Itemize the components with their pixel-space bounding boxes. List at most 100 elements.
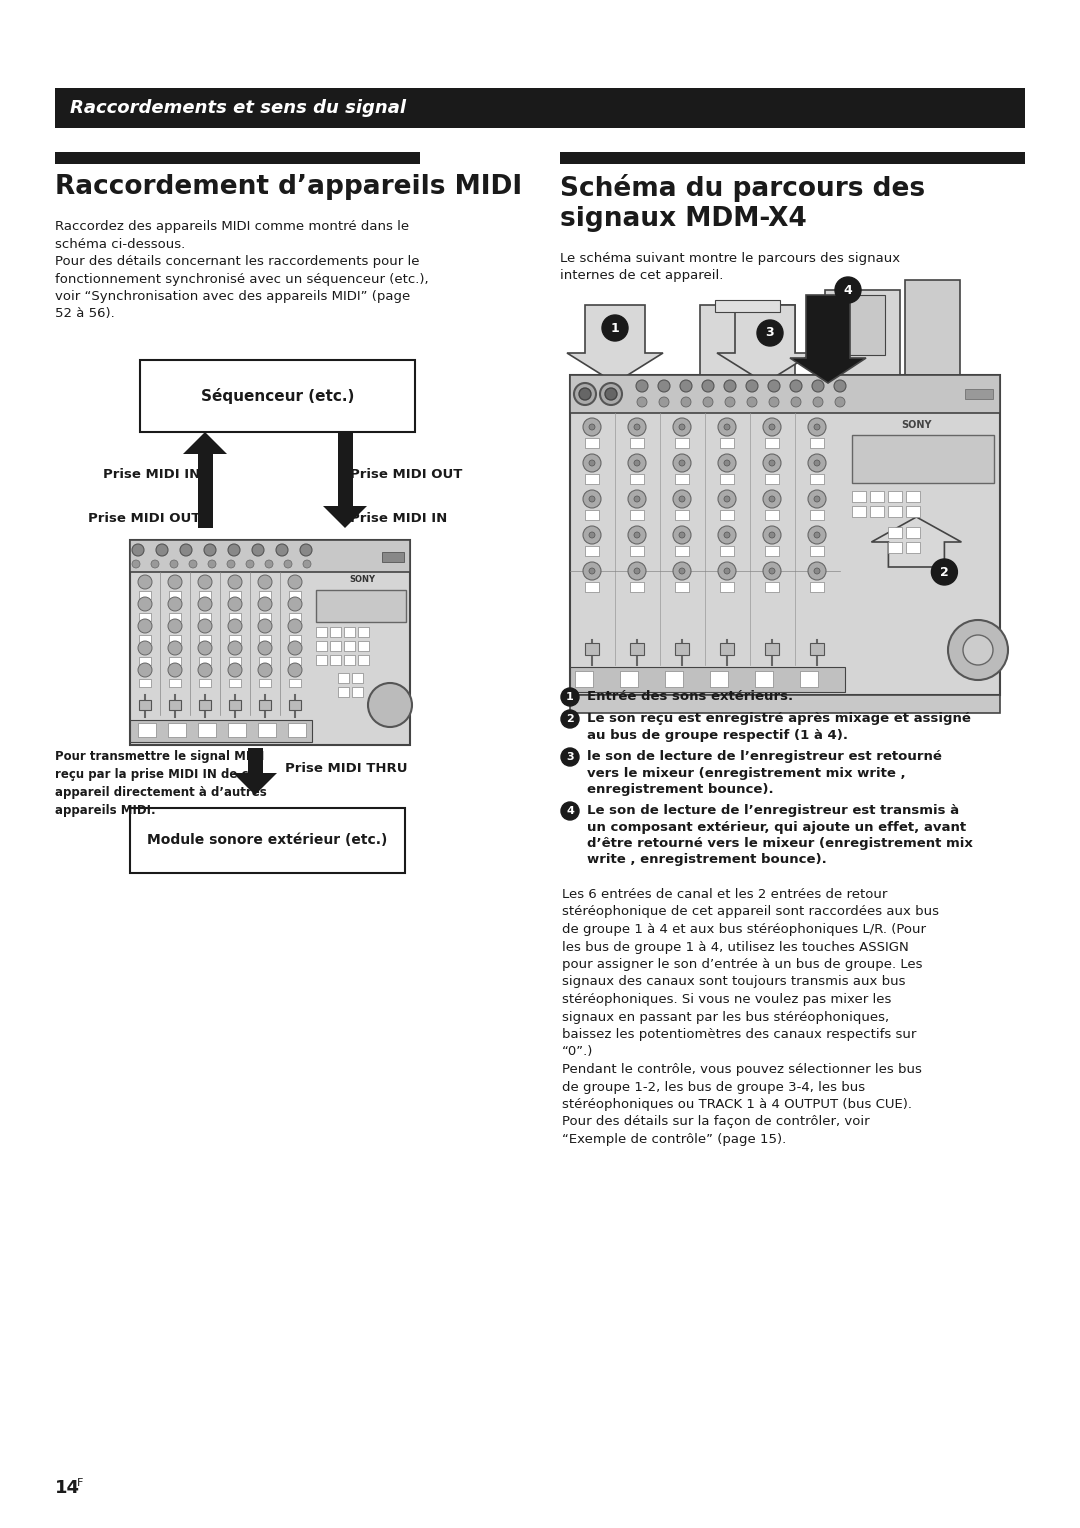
Bar [675, 510, 689, 520]
Circle shape [679, 497, 685, 503]
Circle shape [963, 636, 993, 665]
Bar [852, 490, 866, 503]
Bar [570, 695, 1000, 714]
Bar [168, 700, 181, 711]
Circle shape [762, 562, 781, 581]
Bar [139, 613, 151, 620]
Circle shape [561, 688, 579, 706]
Circle shape [602, 315, 627, 341]
Circle shape [303, 559, 311, 568]
Circle shape [679, 460, 685, 466]
Bar [198, 723, 216, 736]
Bar [289, 613, 301, 620]
Bar [585, 643, 599, 656]
Circle shape [573, 384, 596, 405]
Bar [55, 89, 1025, 128]
Polygon shape [233, 773, 276, 795]
Bar [710, 671, 728, 688]
Bar [316, 590, 406, 622]
Text: Prise MIDI OUT: Prise MIDI OUT [87, 512, 200, 524]
Circle shape [724, 532, 730, 538]
Circle shape [673, 419, 691, 435]
Circle shape [673, 562, 691, 581]
Bar [888, 527, 902, 538]
Bar [765, 545, 779, 556]
Bar [289, 700, 301, 711]
Circle shape [703, 397, 713, 406]
Circle shape [718, 490, 735, 507]
Text: Le son de lecture de l’enregistreur est transmis à
un composant extérieur, qui a: Le son de lecture de l’enregistreur est … [588, 804, 973, 866]
Circle shape [762, 419, 781, 435]
Circle shape [583, 454, 600, 472]
Circle shape [258, 642, 272, 656]
Bar [357, 626, 369, 637]
Circle shape [168, 663, 183, 677]
Circle shape [228, 597, 242, 611]
Circle shape [138, 575, 152, 588]
Bar [675, 439, 689, 448]
Bar [352, 688, 363, 697]
Circle shape [769, 423, 775, 429]
Circle shape [769, 532, 775, 538]
Bar [289, 591, 301, 599]
Text: 4: 4 [566, 805, 573, 816]
Circle shape [769, 568, 775, 575]
Bar [382, 552, 404, 562]
Polygon shape [717, 306, 813, 384]
Circle shape [246, 559, 254, 568]
Bar [720, 510, 734, 520]
Bar [665, 671, 683, 688]
Circle shape [814, 460, 820, 466]
Circle shape [681, 397, 691, 406]
Bar [810, 510, 824, 520]
Bar [247, 749, 262, 773]
Circle shape [769, 497, 775, 503]
Bar [168, 723, 186, 736]
Circle shape [228, 575, 242, 588]
Bar [288, 723, 306, 736]
Bar [229, 700, 241, 711]
Circle shape [791, 397, 801, 406]
Circle shape [757, 319, 783, 345]
Circle shape [679, 568, 685, 575]
Circle shape [198, 619, 212, 633]
Circle shape [258, 663, 272, 677]
Circle shape [789, 380, 802, 393]
Bar [630, 474, 644, 484]
Circle shape [808, 454, 826, 472]
Bar [906, 490, 920, 503]
Circle shape [228, 642, 242, 656]
Circle shape [814, 423, 820, 429]
Circle shape [228, 663, 242, 677]
Circle shape [228, 544, 240, 556]
Bar [620, 671, 638, 688]
Circle shape [724, 460, 730, 466]
Bar [630, 643, 644, 656]
Circle shape [258, 575, 272, 588]
Text: 14: 14 [55, 1479, 80, 1497]
Circle shape [605, 388, 617, 400]
Bar [345, 626, 355, 637]
Bar [229, 613, 241, 620]
Circle shape [288, 575, 302, 588]
Circle shape [589, 460, 595, 466]
Circle shape [589, 497, 595, 503]
Circle shape [808, 419, 826, 435]
Bar [888, 490, 902, 503]
Circle shape [284, 559, 292, 568]
Bar [810, 582, 824, 591]
Bar [630, 439, 644, 448]
Circle shape [168, 597, 183, 611]
Circle shape [589, 423, 595, 429]
Circle shape [156, 544, 168, 556]
Bar [199, 678, 211, 688]
Bar [168, 657, 181, 665]
Circle shape [931, 559, 957, 585]
Circle shape [198, 642, 212, 656]
Bar [316, 656, 327, 665]
Text: Prise MIDI THRU: Prise MIDI THRU [285, 761, 407, 775]
Polygon shape [789, 295, 866, 384]
Bar [810, 643, 824, 656]
Bar [765, 643, 779, 656]
Circle shape [168, 575, 183, 588]
